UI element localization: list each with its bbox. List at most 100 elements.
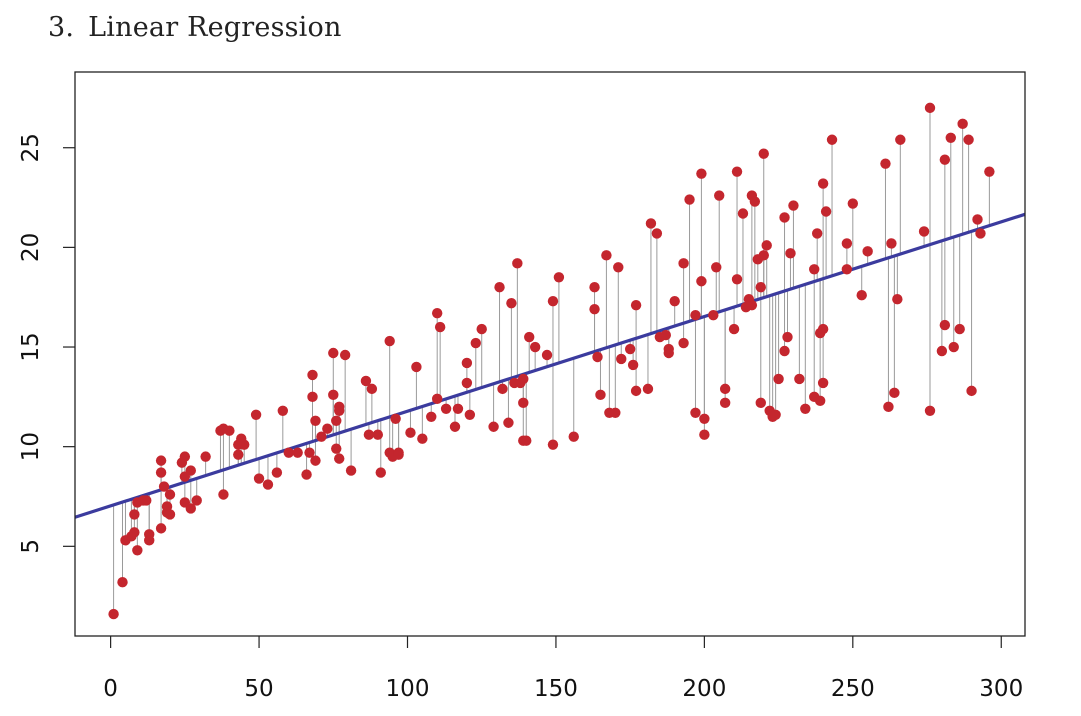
data-point	[761, 240, 772, 251]
data-point	[782, 331, 793, 343]
data-point	[684, 194, 695, 205]
data-point	[292, 447, 303, 458]
data-point	[345, 465, 357, 476]
data-point	[253, 473, 265, 484]
data-point	[758, 250, 769, 261]
data-point	[939, 154, 951, 165]
y-tick-label: 20	[18, 233, 44, 262]
data-point	[651, 228, 663, 239]
data-point	[494, 282, 505, 293]
data-point	[512, 258, 523, 269]
data-point	[129, 527, 140, 538]
data-point	[239, 439, 250, 450]
data-point	[233, 449, 244, 460]
data-point	[699, 429, 710, 440]
data-point	[817, 377, 829, 389]
data-point	[696, 168, 707, 179]
data-point	[880, 158, 891, 169]
x-tick-label: 0	[103, 676, 118, 702]
data-point	[461, 377, 473, 389]
regression-fit-line	[74, 212, 1026, 519]
data-point	[547, 295, 559, 307]
data-point	[283, 447, 294, 458]
x-tick-label: 300	[979, 676, 1023, 702]
data-point	[924, 405, 936, 416]
data-point	[963, 134, 974, 145]
data-point	[610, 407, 621, 418]
data-point	[886, 238, 897, 249]
data-point	[690, 309, 701, 321]
data-point	[464, 409, 476, 420]
data-point	[141, 495, 152, 506]
data-point	[856, 290, 867, 301]
data-point	[218, 489, 229, 500]
data-point	[179, 451, 191, 462]
data-point	[794, 373, 805, 385]
section-title: Linear Regression	[88, 12, 342, 43]
data-point	[191, 495, 202, 506]
data-point	[645, 218, 657, 229]
data-point	[506, 297, 517, 309]
data-point	[372, 429, 384, 440]
data-point	[749, 196, 761, 207]
data-point	[449, 421, 461, 432]
data-point	[518, 397, 529, 409]
data-point	[817, 178, 829, 189]
x-tick-label: 250	[831, 676, 875, 702]
data-point	[553, 272, 565, 283]
data-point	[954, 323, 965, 335]
data-point	[262, 479, 274, 490]
data-point	[678, 337, 689, 349]
data-point	[144, 529, 155, 540]
data-point	[185, 465, 196, 476]
data-point	[957, 118, 968, 130]
data-point	[737, 208, 749, 219]
y-tick-label: 5	[18, 539, 44, 554]
data-point	[719, 397, 731, 409]
data-point	[155, 455, 167, 466]
section-number: 3.	[48, 12, 75, 43]
data-point	[250, 409, 262, 420]
data-point	[547, 439, 559, 450]
data-point	[708, 309, 719, 321]
data-point	[426, 411, 437, 422]
data-point	[521, 435, 532, 446]
data-point	[158, 481, 170, 492]
data-point	[811, 228, 823, 239]
data-point	[334, 453, 345, 464]
data-point	[524, 331, 535, 343]
data-point	[518, 373, 529, 385]
data-point	[945, 132, 956, 143]
data-point	[800, 403, 811, 415]
data-point	[770, 409, 781, 420]
data-point	[363, 429, 375, 440]
data-point	[541, 349, 553, 361]
data-point	[322, 423, 333, 434]
data-point	[393, 449, 404, 460]
data-point	[820, 206, 832, 217]
data-point	[630, 299, 642, 311]
data-point	[889, 387, 900, 399]
data-point	[328, 347, 339, 359]
data-point	[129, 509, 140, 520]
data-point	[814, 395, 826, 407]
data-point	[155, 523, 167, 534]
data-point	[470, 337, 481, 349]
data-point	[310, 415, 321, 426]
data-point	[895, 134, 906, 145]
data-point	[185, 503, 196, 514]
data-point	[360, 375, 372, 387]
data-point	[601, 250, 612, 261]
data-point	[939, 319, 951, 331]
data-point	[316, 431, 327, 442]
data-point	[847, 198, 859, 209]
data-point	[595, 389, 606, 401]
data-point	[862, 246, 873, 257]
data-point	[924, 102, 936, 114]
data-point	[224, 425, 235, 436]
data-point	[589, 282, 600, 293]
data-point	[731, 166, 743, 177]
data-point	[331, 443, 342, 454]
data-point	[310, 455, 321, 466]
